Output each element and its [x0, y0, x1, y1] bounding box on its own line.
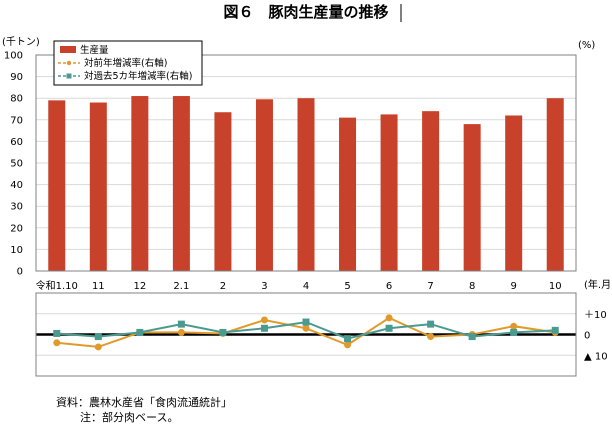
five-year-point	[53, 329, 61, 337]
bar	[422, 111, 440, 271]
legend: 生産量 対前年増減率(右軸) 対過去5カ年増減率(右軸)	[53, 40, 203, 86]
bar-y-tick-label: 20	[10, 223, 23, 234]
line-y-tick-label: ▲ 10	[584, 351, 608, 362]
five-year-point	[551, 326, 559, 334]
x-tick-label: 6	[386, 281, 392, 292]
five-year-point	[344, 335, 352, 343]
bar-y-tick-label: 100	[4, 51, 23, 62]
x-tick-label: 2	[220, 281, 226, 292]
five-year-point	[510, 328, 518, 336]
yoy-point	[385, 314, 393, 322]
x-tick-label: 8	[469, 281, 475, 292]
five-year-point	[385, 324, 393, 332]
bar-y-tick-label: 50	[10, 159, 23, 170]
five-year-point	[136, 328, 144, 336]
legend-label-production: 生産量	[80, 44, 109, 56]
yoy-point	[177, 328, 185, 336]
yoy-point	[302, 324, 310, 332]
five-year-point	[94, 333, 102, 341]
bar-y-tick-label: 60	[10, 137, 23, 148]
bar-series	[48, 96, 564, 272]
bar	[255, 99, 273, 271]
line-series	[53, 314, 559, 351]
bar	[463, 124, 481, 272]
bar	[297, 98, 315, 271]
x-tick-label: 7	[427, 281, 433, 292]
y-axis-unit-label: (千トン)	[2, 36, 40, 48]
bar	[380, 114, 398, 272]
x-tick-label: 9	[511, 281, 517, 292]
five-year-point	[219, 328, 227, 336]
legend-yoy-marker	[66, 60, 72, 66]
bar-y-tick-label: 40	[10, 180, 23, 191]
bar	[48, 100, 66, 271]
bar-plot-frame	[35, 54, 577, 272]
x-tick-label: 11	[92, 281, 105, 292]
bar	[89, 102, 107, 272]
legend-label-yoy: 対前年増減率(右軸)	[84, 57, 167, 69]
x-tick-labels: 令和1.10 11 12 2.1 2 3 4 5 6 7 8 9 10	[36, 279, 562, 292]
yoy-point	[53, 339, 61, 347]
line-y-tick-label: ＋10	[584, 310, 607, 321]
chart-title: 図６ 豚肉生産量の推移	[223, 3, 388, 21]
line-plot-frame	[35, 292, 577, 377]
five-year-point	[468, 333, 476, 341]
bar-y-tick-label: 10	[10, 245, 23, 256]
x-tick-label: 10	[549, 281, 562, 292]
five-year-point	[302, 318, 310, 326]
source-note: 資料：農林水産省「食肉流通統計」	[56, 395, 232, 409]
bar	[214, 112, 232, 272]
x-tick-label: 3	[261, 281, 267, 292]
right-axis-unit-label: (%)	[578, 40, 595, 51]
five-year-point	[427, 320, 435, 328]
legend-bar-swatch	[60, 46, 76, 53]
yoy-point	[427, 333, 435, 341]
bar-y-tick-label: 80	[10, 94, 23, 105]
bar	[546, 98, 564, 271]
x-tick-label: 5	[344, 281, 350, 292]
bar-y-tick-label: 90	[10, 72, 23, 83]
x-tick-label: 4	[303, 281, 309, 292]
five-year-point	[260, 324, 268, 332]
yoy-point	[94, 343, 102, 351]
x-tick-label: 12	[133, 281, 146, 292]
yoy-point	[260, 316, 268, 324]
bar	[131, 96, 149, 271]
legend-5y-marker	[66, 73, 72, 79]
bar	[505, 115, 523, 271]
line-y-tick-labels: ＋10 0 ▲ 10	[584, 310, 608, 363]
bar-y-tick-label: 0	[17, 267, 23, 278]
footnote: 注：部分肉ベース。	[80, 410, 178, 424]
yoy-point	[510, 322, 518, 330]
x-axis-unit-label: (年.月)	[584, 278, 612, 291]
five-year-point	[177, 320, 185, 328]
line-y-tick-label: 0	[584, 331, 590, 342]
bar-y-tick-label: 70	[10, 115, 23, 126]
legend-label-5y: 対過去5カ年増減率(右軸)	[84, 70, 192, 82]
yoy-point	[344, 341, 352, 349]
bar-y-tick-labels: 0 10 20 30 40 50 60 70 80 90 100	[4, 51, 23, 278]
x-tick-label: 2.1	[173, 281, 189, 292]
x-tick-label: 令和1.10	[36, 279, 78, 292]
bar-y-tick-label: 30	[10, 202, 23, 213]
bar	[339, 117, 357, 271]
bar	[172, 96, 190, 271]
